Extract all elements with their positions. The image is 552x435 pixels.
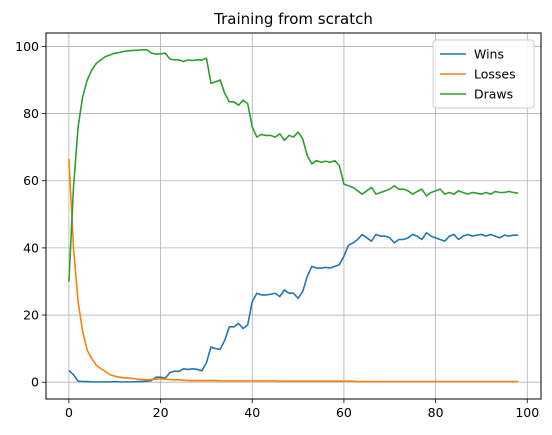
y-tick-label: 20 bbox=[23, 308, 39, 323]
x-tick-label: 60 bbox=[336, 405, 352, 420]
x-tick-label: 20 bbox=[153, 405, 169, 420]
axis-ticks: 0 20 40 60 80 100 0 20 40 60 80 100 bbox=[15, 39, 539, 420]
legend-label-draws: Draws bbox=[474, 87, 513, 102]
x-tick-label: 40 bbox=[244, 405, 260, 420]
chart-title: Training from scratch bbox=[213, 10, 373, 28]
legend-box bbox=[432, 39, 535, 109]
series-line-draws bbox=[68, 48, 519, 282]
series-line-wins bbox=[68, 231, 519, 383]
x-tick-label: 80 bbox=[428, 405, 444, 420]
series-layer bbox=[68, 48, 519, 383]
legend: Wins Losses Draws bbox=[432, 39, 535, 109]
grid-lines bbox=[46, 33, 541, 399]
legend-label-losses: Losses bbox=[474, 67, 516, 82]
x-tick-label: 0 bbox=[65, 405, 73, 420]
y-tick-label: 80 bbox=[23, 106, 39, 121]
y-tick-label: 0 bbox=[31, 375, 39, 390]
y-tick-label: 100 bbox=[15, 39, 39, 54]
axes-frame bbox=[45, 32, 542, 400]
y-tick-label: 60 bbox=[23, 173, 39, 188]
y-tick-label: 40 bbox=[23, 240, 39, 255]
x-tick-label: 100 bbox=[515, 405, 539, 420]
series-line-losses bbox=[68, 158, 519, 383]
legend-label-wins: Wins bbox=[474, 47, 504, 62]
